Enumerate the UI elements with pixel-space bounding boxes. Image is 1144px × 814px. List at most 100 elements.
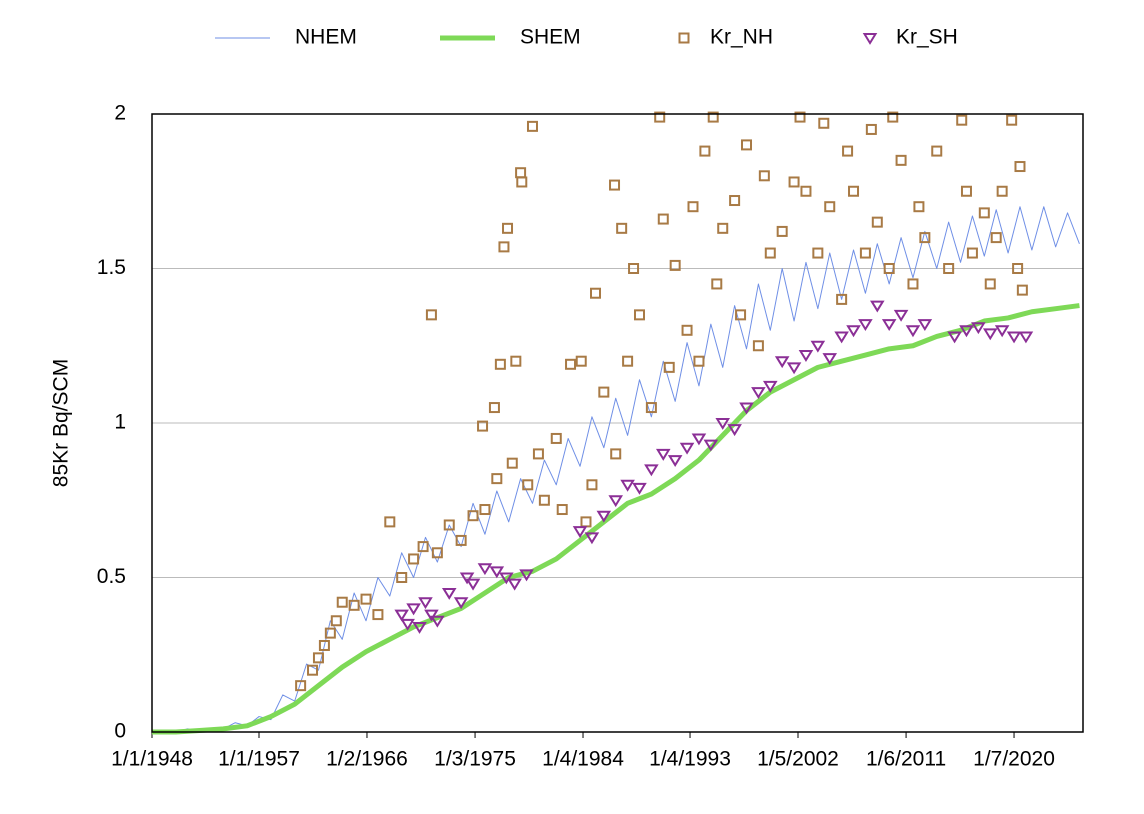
point [318,639,330,651]
point [907,278,919,290]
point [479,504,491,516]
point [966,247,978,259]
point [947,331,962,344]
point [307,664,319,676]
y-tick-label: 0 [114,720,126,743]
point [477,563,493,576]
series-line [152,206,1080,733]
point [842,145,854,157]
point [584,532,600,545]
point [465,578,481,591]
point [488,402,500,414]
legend-label: NHEM [295,26,357,49]
point [752,340,764,352]
point [633,309,645,321]
point [596,510,612,523]
point [679,442,695,455]
point [348,599,360,611]
legend-label: Kr_NH [710,26,773,49]
point [498,241,510,253]
point [441,587,457,600]
point [812,247,824,259]
point [663,361,675,373]
point [372,609,384,621]
point [703,439,719,452]
point [384,516,396,528]
point [978,207,990,219]
point [681,324,693,336]
point [590,287,602,299]
point [532,448,544,460]
point [622,355,634,367]
point [632,482,647,495]
x-tick-label: 1/4/1993 [649,748,731,771]
point [707,111,719,123]
point [1018,331,1034,344]
point [556,504,568,516]
point [657,213,669,225]
y-axis-label: 85Kr Bq/SCM [50,359,73,487]
point [994,325,1010,338]
point [453,597,469,610]
point [800,185,812,197]
point [396,572,408,583]
point [699,145,711,157]
point [324,627,336,639]
point [628,263,640,274]
point [715,418,731,430]
point [467,510,479,522]
point [645,402,657,414]
point [917,319,933,332]
point [519,569,534,582]
x-tick-label: 1/6/2011 [866,748,946,771]
point [418,597,433,610]
point [408,553,420,565]
point [538,494,550,506]
point [871,216,883,228]
point [758,170,770,182]
x-tick-label: 1/5/2002 [757,748,839,771]
point [729,195,741,207]
point [336,596,348,608]
point [919,232,931,244]
point [586,479,598,491]
point [846,325,861,338]
y-tick-label: 2 [114,102,126,125]
point [693,355,705,367]
point [425,309,437,321]
point [1006,114,1018,126]
legend-swatch [678,32,690,44]
point [870,300,885,313]
point [691,433,707,446]
point [883,263,895,274]
plot-frame [151,113,1084,733]
y-tick-label: 1 [114,411,126,434]
point [477,420,489,432]
legend-label: SHEM [520,26,581,49]
point [959,325,974,338]
point [834,331,849,344]
point [824,201,836,213]
point [931,145,943,157]
point [735,309,747,321]
point [764,247,776,259]
point [788,176,800,188]
point [836,293,848,305]
point [522,479,534,491]
point [822,353,838,366]
point [400,618,415,631]
point [810,340,826,353]
point [711,278,723,290]
x-tick-label: 1/2/1966 [326,748,408,771]
point [455,534,467,546]
point [669,259,681,271]
point [575,355,587,367]
point [459,572,475,585]
point [572,526,588,539]
point [655,448,671,461]
point [491,473,503,485]
point [893,309,909,322]
point [424,609,439,622]
x-tick-label: 1/3/1975 [434,748,516,771]
